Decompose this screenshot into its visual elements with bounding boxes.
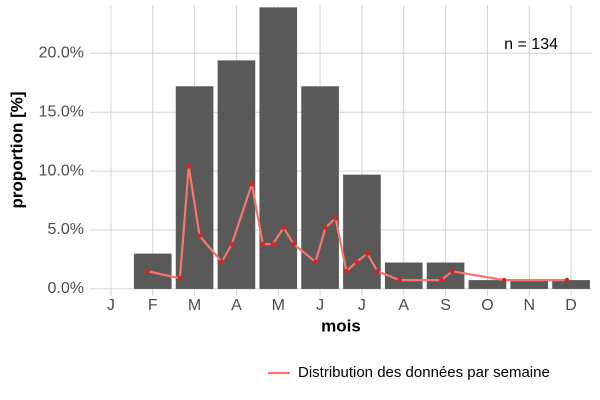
bar xyxy=(510,280,549,289)
point xyxy=(564,277,570,283)
point xyxy=(219,259,225,265)
x-tick-label: O xyxy=(481,297,493,314)
x-tick-label: J xyxy=(316,297,324,314)
y-tick-label: 0.0% xyxy=(48,280,84,297)
x-tick-label: N xyxy=(523,297,535,314)
bar xyxy=(301,86,339,289)
point xyxy=(333,215,338,221)
x-tick-label: F xyxy=(148,297,158,314)
point xyxy=(197,233,202,239)
legend-label: Distribution des données par semaine xyxy=(298,364,550,381)
point xyxy=(177,276,183,281)
x-tick-label: D xyxy=(565,297,577,314)
y-tick-label: 20.0% xyxy=(39,45,84,62)
y-tick-label: 10.0% xyxy=(39,162,84,179)
point xyxy=(397,277,402,283)
point xyxy=(501,277,507,283)
bar xyxy=(343,174,381,289)
point xyxy=(270,241,276,247)
y-tick-label: 5.0% xyxy=(48,221,84,238)
bar xyxy=(552,280,590,289)
y-tick-label: 15.0% xyxy=(39,103,84,120)
point xyxy=(260,241,266,247)
point xyxy=(449,268,455,274)
bar xyxy=(217,60,256,289)
point xyxy=(439,277,444,283)
point xyxy=(291,241,297,247)
x-tick-label: A xyxy=(231,297,242,314)
point xyxy=(365,251,370,256)
bar xyxy=(468,280,507,289)
point xyxy=(313,259,318,265)
annotation: n = 134 xyxy=(504,36,558,53)
point xyxy=(229,241,235,247)
point xyxy=(323,225,328,230)
point xyxy=(145,268,151,274)
bar xyxy=(259,7,298,289)
x-tick-label: A xyxy=(398,297,409,314)
point xyxy=(186,164,192,169)
x-tick-label: M xyxy=(272,297,285,314)
x-tick-label: M xyxy=(188,297,201,314)
x-tick-label: S xyxy=(440,297,451,314)
x-axis-title: mois xyxy=(321,316,361,335)
point xyxy=(354,259,359,265)
y-axis-title: proportion [%] xyxy=(7,91,26,208)
x-tick-label: J xyxy=(107,297,115,314)
point xyxy=(375,268,380,274)
point xyxy=(249,181,255,187)
point xyxy=(281,225,286,230)
x-tick-label: J xyxy=(358,297,366,314)
point xyxy=(344,268,349,274)
